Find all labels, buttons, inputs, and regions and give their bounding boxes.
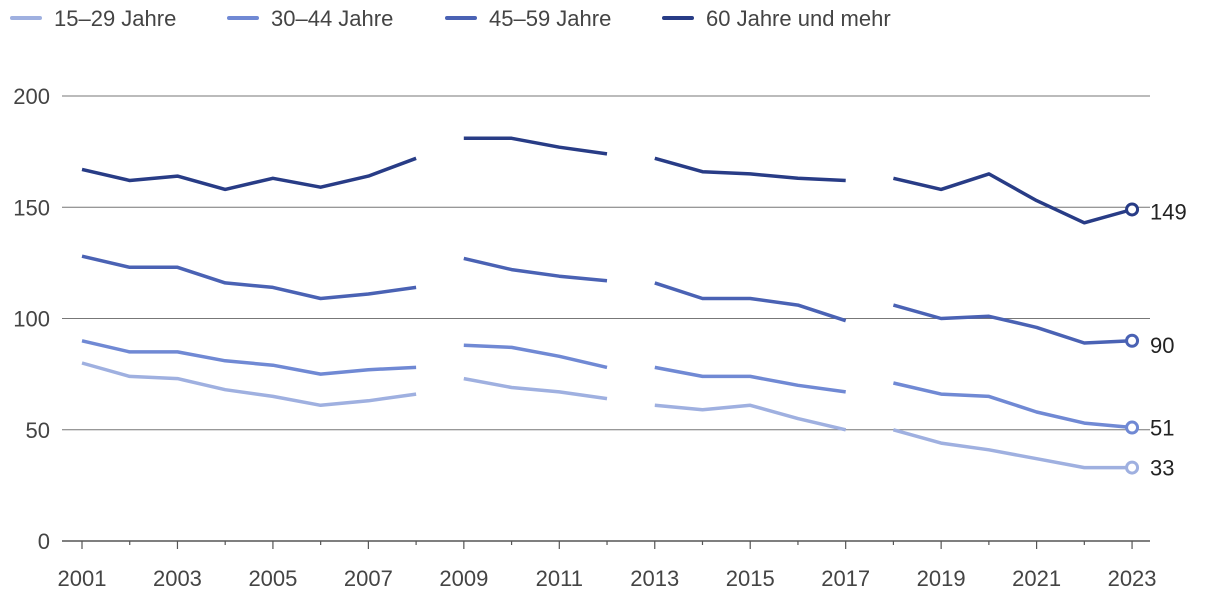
series-line-segment <box>81 254 417 301</box>
x-tick-label: 2001 <box>58 566 107 591</box>
end-point-marker <box>1125 420 1140 435</box>
series-line-segment <box>654 403 847 432</box>
series-line-segment <box>892 428 1133 470</box>
series-line-segment <box>893 172 1133 225</box>
x-tick-label: 2011 <box>536 566 583 591</box>
x-tick-label: 2021 <box>1012 566 1061 591</box>
y-tick-label: 0 <box>38 529 50 554</box>
series-line-segment <box>893 381 1133 430</box>
end-value-label: 90 <box>1150 333 1174 358</box>
end-value-label: 51 <box>1150 416 1174 441</box>
y-tick-label: 150 <box>13 195 50 220</box>
series-line-segment <box>463 136 608 156</box>
end-value-label: 149 <box>1150 199 1187 224</box>
series-line-segment <box>892 303 1133 345</box>
x-tick-label: 2013 <box>630 566 679 591</box>
series-line-segment <box>81 361 417 408</box>
series-lines <box>81 136 1133 470</box>
series-line-segment <box>81 156 417 192</box>
x-tick-label: 2003 <box>153 566 202 591</box>
gridlines <box>62 95 1150 542</box>
y-tick-label: 200 <box>13 84 50 109</box>
x-axis: 2001 2003 2005 2007 2009 2011 2013 2015 2017 2019… <box>58 541 1157 591</box>
x-tick-label: 2007 <box>344 566 393 591</box>
legend-label: 15–29 Jahre <box>54 6 176 31</box>
end-point-marker <box>1125 202 1140 217</box>
y-axis: 0 50 100 150 200 <box>13 84 50 554</box>
x-tick-label: 2005 <box>248 566 297 591</box>
legend-label: 45–59 Jahre <box>489 6 611 31</box>
x-tick-label: 2015 <box>726 566 775 591</box>
x-tick-label: 2023 <box>1108 566 1157 591</box>
x-tick-label: 2017 <box>821 566 870 591</box>
series-line-segment <box>463 256 608 283</box>
end-markers: 33 51 90 149 <box>1125 199 1187 481</box>
series-line-segment <box>81 339 417 376</box>
series-0 <box>81 361 1133 470</box>
series-line-segment <box>463 376 608 401</box>
end-point-marker <box>1125 333 1140 348</box>
series-line-segment <box>463 343 608 370</box>
series-2 <box>81 254 1133 345</box>
legend-label: 30–44 Jahre <box>271 6 393 31</box>
end-point-marker <box>1125 460 1140 475</box>
end-value-label: 33 <box>1150 456 1174 481</box>
x-tick-label: 2009 <box>439 566 488 591</box>
y-tick-label: 100 <box>13 307 50 332</box>
legend-label: 60 Jahre und mehr <box>706 6 891 31</box>
series-line-segment <box>654 365 846 394</box>
series-line-segment <box>654 281 847 323</box>
series-1 <box>81 339 1133 430</box>
legend: 15–29 Jahre 30–44 Jahre 45–59 Jahre 60 Jahr… <box>10 6 891 31</box>
series-3 <box>81 136 1133 225</box>
x-tick-label: 2019 <box>917 566 966 591</box>
y-tick-label: 50 <box>26 418 50 443</box>
series-line-segment <box>654 156 846 183</box>
